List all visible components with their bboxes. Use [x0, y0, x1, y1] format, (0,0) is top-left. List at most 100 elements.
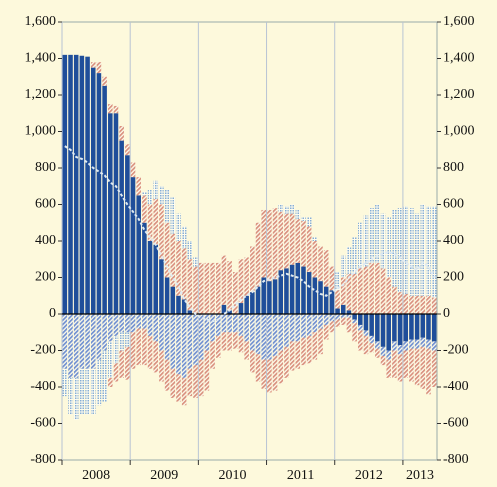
bar-segment: [164, 359, 170, 391]
bar-segment: [414, 339, 420, 349]
bar-segment: [397, 292, 403, 314]
x-tick-label: 2012: [355, 468, 383, 483]
bar-segment: [403, 350, 409, 378]
y2-tick-label: 800: [443, 160, 464, 175]
bar-segment: [153, 199, 159, 245]
bar-segment: [62, 368, 68, 397]
x-tick-label: 2008: [82, 468, 110, 483]
bar-segment: [340, 317, 346, 325]
bar-segment: [420, 204, 426, 296]
bar-segment: [255, 286, 261, 314]
y2-tick-label: 400: [443, 233, 464, 248]
bar-segment: [284, 213, 289, 269]
bar-segment: [73, 314, 79, 378]
bar-segment: [187, 241, 193, 260]
y2-tick-label: 1,600: [443, 14, 475, 29]
bar-segment: [261, 314, 266, 360]
bar-segment: [267, 209, 272, 282]
bar-segment: [233, 332, 238, 349]
y-tick-label: -400: [30, 379, 56, 394]
bar-segment: [386, 217, 391, 278]
bar-segment: [312, 314, 318, 333]
bar-segment: [153, 180, 159, 200]
bar-segment: [113, 335, 119, 364]
bar-segment: [198, 359, 204, 397]
bar-segment: [215, 262, 221, 314]
bar-segment: [278, 314, 284, 351]
bar-segment: [125, 314, 130, 333]
y2-tick-label: 600: [443, 197, 464, 212]
bar-segment: [323, 314, 329, 325]
bar-segment: [261, 209, 266, 278]
bar-segment: [238, 303, 244, 314]
bar-segment: [363, 335, 369, 355]
bar-segment: [426, 206, 431, 296]
bar-segment: [335, 314, 340, 320]
y-tick-label: 1,000: [25, 124, 57, 139]
bar-segment: [90, 314, 96, 369]
y2-tick-label: 1,400: [443, 51, 475, 66]
bar-segment: [386, 359, 391, 378]
y-tick-label: -200: [30, 343, 56, 358]
bar-segment: [346, 273, 352, 311]
bar-segment: [295, 341, 301, 369]
bar-segment: [164, 189, 170, 223]
bar-segment: [346, 314, 352, 318]
bar-segment: [255, 314, 261, 355]
bar-segment: [255, 354, 261, 382]
bar-segment: [369, 335, 374, 344]
bar-segment: [403, 206, 409, 294]
bar-segment: [403, 293, 409, 314]
bar-segment: [170, 233, 176, 287]
bar-segment: [130, 332, 136, 369]
bar-segment: [130, 177, 136, 314]
bar-segment: [250, 314, 255, 351]
bar-segment: [335, 308, 340, 314]
bar-segment: [261, 277, 266, 314]
y2-tick-label: 0: [443, 306, 450, 321]
bar-segment: [363, 215, 369, 267]
bar-segment: [159, 259, 164, 314]
bar-segment: [142, 314, 147, 329]
bar-segment: [301, 266, 306, 314]
y2-tick-label: -600: [443, 416, 469, 431]
bar-segment: [96, 73, 102, 314]
bar-segment: [210, 314, 215, 342]
bar-segment: [420, 295, 426, 314]
bar-segment: [295, 314, 301, 342]
bar-segment: [113, 363, 119, 382]
bar-segment: [414, 348, 420, 386]
bar-segment: [136, 177, 141, 196]
y2-tick-label: -200: [443, 343, 469, 358]
bar-segment: [136, 195, 141, 314]
bar-segment: [164, 277, 170, 314]
bar-segment: [375, 262, 380, 314]
bar-segment: [204, 314, 210, 351]
bar-segment: [193, 257, 198, 267]
y-tick-label: 200: [35, 270, 56, 285]
bar-segment: [278, 211, 284, 271]
bar-segment: [306, 217, 312, 227]
bar-segment: [233, 272, 238, 314]
bar-segment: [125, 155, 130, 314]
bar-segment: [176, 295, 181, 314]
bar-segment: [392, 314, 397, 342]
bar-segment: [301, 314, 306, 338]
bar-segment: [380, 213, 386, 269]
bar-segment: [369, 314, 374, 336]
bar-segment: [85, 368, 90, 415]
x-tick-label: 2013: [406, 468, 434, 483]
bar-segment: [340, 255, 346, 278]
bar-segment: [426, 295, 431, 314]
y2-tick-label: 1,200: [443, 87, 475, 102]
bar-segment: [431, 314, 437, 342]
bar-segment: [108, 113, 113, 314]
bar-segment: [113, 113, 119, 314]
bar-segment: [108, 341, 113, 378]
bar-segment: [79, 55, 85, 314]
bar-segment: [153, 341, 159, 373]
bar-segment: [227, 261, 232, 311]
bar-segment: [221, 304, 227, 314]
bar-segment: [221, 332, 227, 351]
